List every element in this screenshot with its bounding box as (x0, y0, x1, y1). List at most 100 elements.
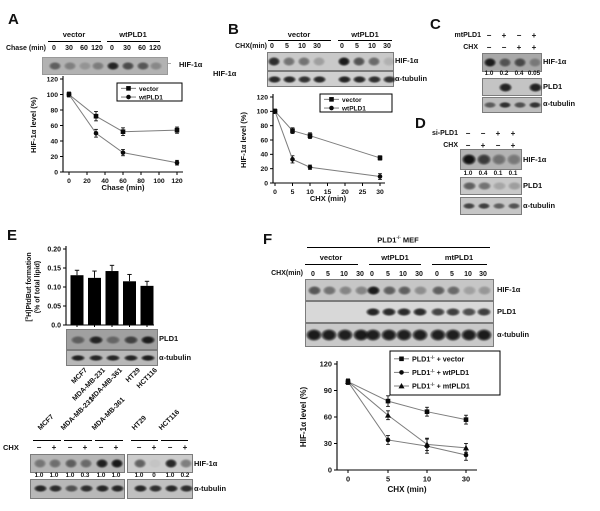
blot-band (446, 308, 460, 316)
f-genotype-header: PLD1-/- MEF (377, 235, 419, 245)
blot-strip-hif1a (127, 454, 193, 473)
blot-band (64, 485, 78, 492)
svg-text:20: 20 (83, 178, 91, 185)
blot-band (476, 329, 492, 341)
panel-f-label: F (263, 231, 273, 248)
strip-label: α-tubulin (159, 353, 192, 362)
blot-band (338, 57, 350, 66)
cell-line-underline (161, 440, 188, 442)
svg-text:100: 100 (153, 178, 165, 185)
group-header-wtpld1: wtPLD1 (381, 253, 409, 262)
condition-sign: − (495, 141, 501, 150)
condition-sign: − (480, 129, 486, 138)
blot-band (141, 335, 155, 344)
quant-value: 1.0 (65, 471, 75, 479)
blot-band (477, 154, 491, 165)
svg-text:10: 10 (423, 474, 431, 483)
svg-text:0.20: 0.20 (47, 246, 61, 253)
blot-strip-pld1 (66, 329, 158, 350)
svg-text:80: 80 (50, 107, 58, 114)
strip-label: PLD1 (523, 181, 543, 190)
group-underline (338, 40, 392, 42)
strip-label: PLD1 (543, 82, 563, 91)
blot-strip-tubulin (267, 71, 396, 87)
blot-strip-pld1 (460, 176, 522, 195)
lane-label: 5 (450, 270, 454, 278)
lane-label: 30 (383, 43, 391, 50)
lane-label: 60 (138, 45, 146, 52)
blot-band (71, 355, 85, 361)
blot-band (382, 285, 396, 295)
blot-band (462, 154, 476, 165)
blot-band (412, 329, 428, 341)
blot-band (134, 459, 146, 468)
blot-band (49, 459, 61, 468)
blot-band (106, 355, 120, 361)
blot-side-label: HIF-1α (213, 69, 237, 78)
blot-band (321, 329, 337, 341)
lane-label: 0 (340, 43, 344, 50)
svg-text:5: 5 (386, 474, 390, 483)
strip-label: HIF-1α (523, 155, 547, 164)
svg-text:CHX (min): CHX (min) (310, 194, 347, 203)
blot-band (49, 62, 61, 70)
lane-label: 30 (415, 270, 423, 278)
svg-text:0: 0 (273, 189, 277, 196)
blot-band (106, 335, 120, 344)
svg-text:0: 0 (328, 465, 332, 474)
svg-text:60: 60 (50, 123, 58, 130)
chart-F: 0 30 60 90 120 0 5 10 30 PLD1-/- + vector PLD1-/- … (299, 350, 501, 494)
blot-band (492, 181, 506, 190)
strip-label: HIF-1α (543, 57, 567, 66)
svg-text:0.0: 0.0 (51, 322, 61, 329)
condition-sign: − (465, 141, 471, 150)
blot-band (499, 101, 511, 108)
blot-band (397, 285, 411, 295)
quant-value: 0.2 (499, 70, 509, 77)
blot-strip-tubulin (66, 350, 158, 366)
svg-text:40: 40 (260, 152, 268, 159)
svg-text:0.05: 0.05 (47, 303, 61, 310)
condition-sign: + (531, 30, 537, 40)
svg-text:CHX (min): CHX (min) (387, 485, 426, 494)
strip-label: α-tubulin (543, 99, 576, 108)
blot-band (365, 329, 381, 341)
svg-text:vector: vector (139, 86, 159, 93)
svg-text:80: 80 (260, 123, 268, 130)
blot-band (283, 57, 295, 66)
blot-band (382, 308, 396, 316)
cell-line-underline (131, 440, 158, 442)
lane-label: 0 (370, 270, 374, 278)
quant-value: 1.0 (111, 471, 121, 479)
blot-band (493, 202, 505, 209)
lane-label: 30 (65, 45, 73, 52)
blot-strip-tubulin (305, 323, 494, 347)
condition-sign: + (182, 442, 188, 452)
blot-band (267, 75, 281, 83)
svg-text:20: 20 (50, 154, 58, 161)
blot-band (507, 181, 521, 190)
blot-band (381, 329, 397, 341)
blot-strip-tubulin (460, 196, 522, 215)
blot-strip-pld1 (482, 78, 542, 96)
blot-band (397, 308, 411, 316)
lane-label: 120 (91, 45, 103, 52)
blot-band (71, 335, 85, 344)
group-underline (48, 41, 101, 43)
chart-E: 0.0 0.05 0.10 0.15 0.20 (47, 246, 154, 329)
lane-label: 30 (123, 45, 131, 52)
blot-band (64, 62, 76, 70)
blot-band (268, 57, 280, 66)
svg-text:0: 0 (346, 474, 350, 483)
strip-label: α-tubulin (523, 201, 556, 210)
svg-text:60: 60 (324, 412, 332, 421)
blot-strip-hif1a (30, 454, 125, 473)
group-header-vector: vector (319, 253, 343, 262)
blot-band (337, 329, 353, 341)
blot-band (137, 62, 149, 70)
blot-band (96, 459, 108, 468)
strip-label: HIF-1α (194, 459, 218, 468)
svg-text:20: 20 (260, 166, 268, 173)
blot-band (307, 285, 321, 295)
strip-label: PLD1 (159, 334, 179, 343)
